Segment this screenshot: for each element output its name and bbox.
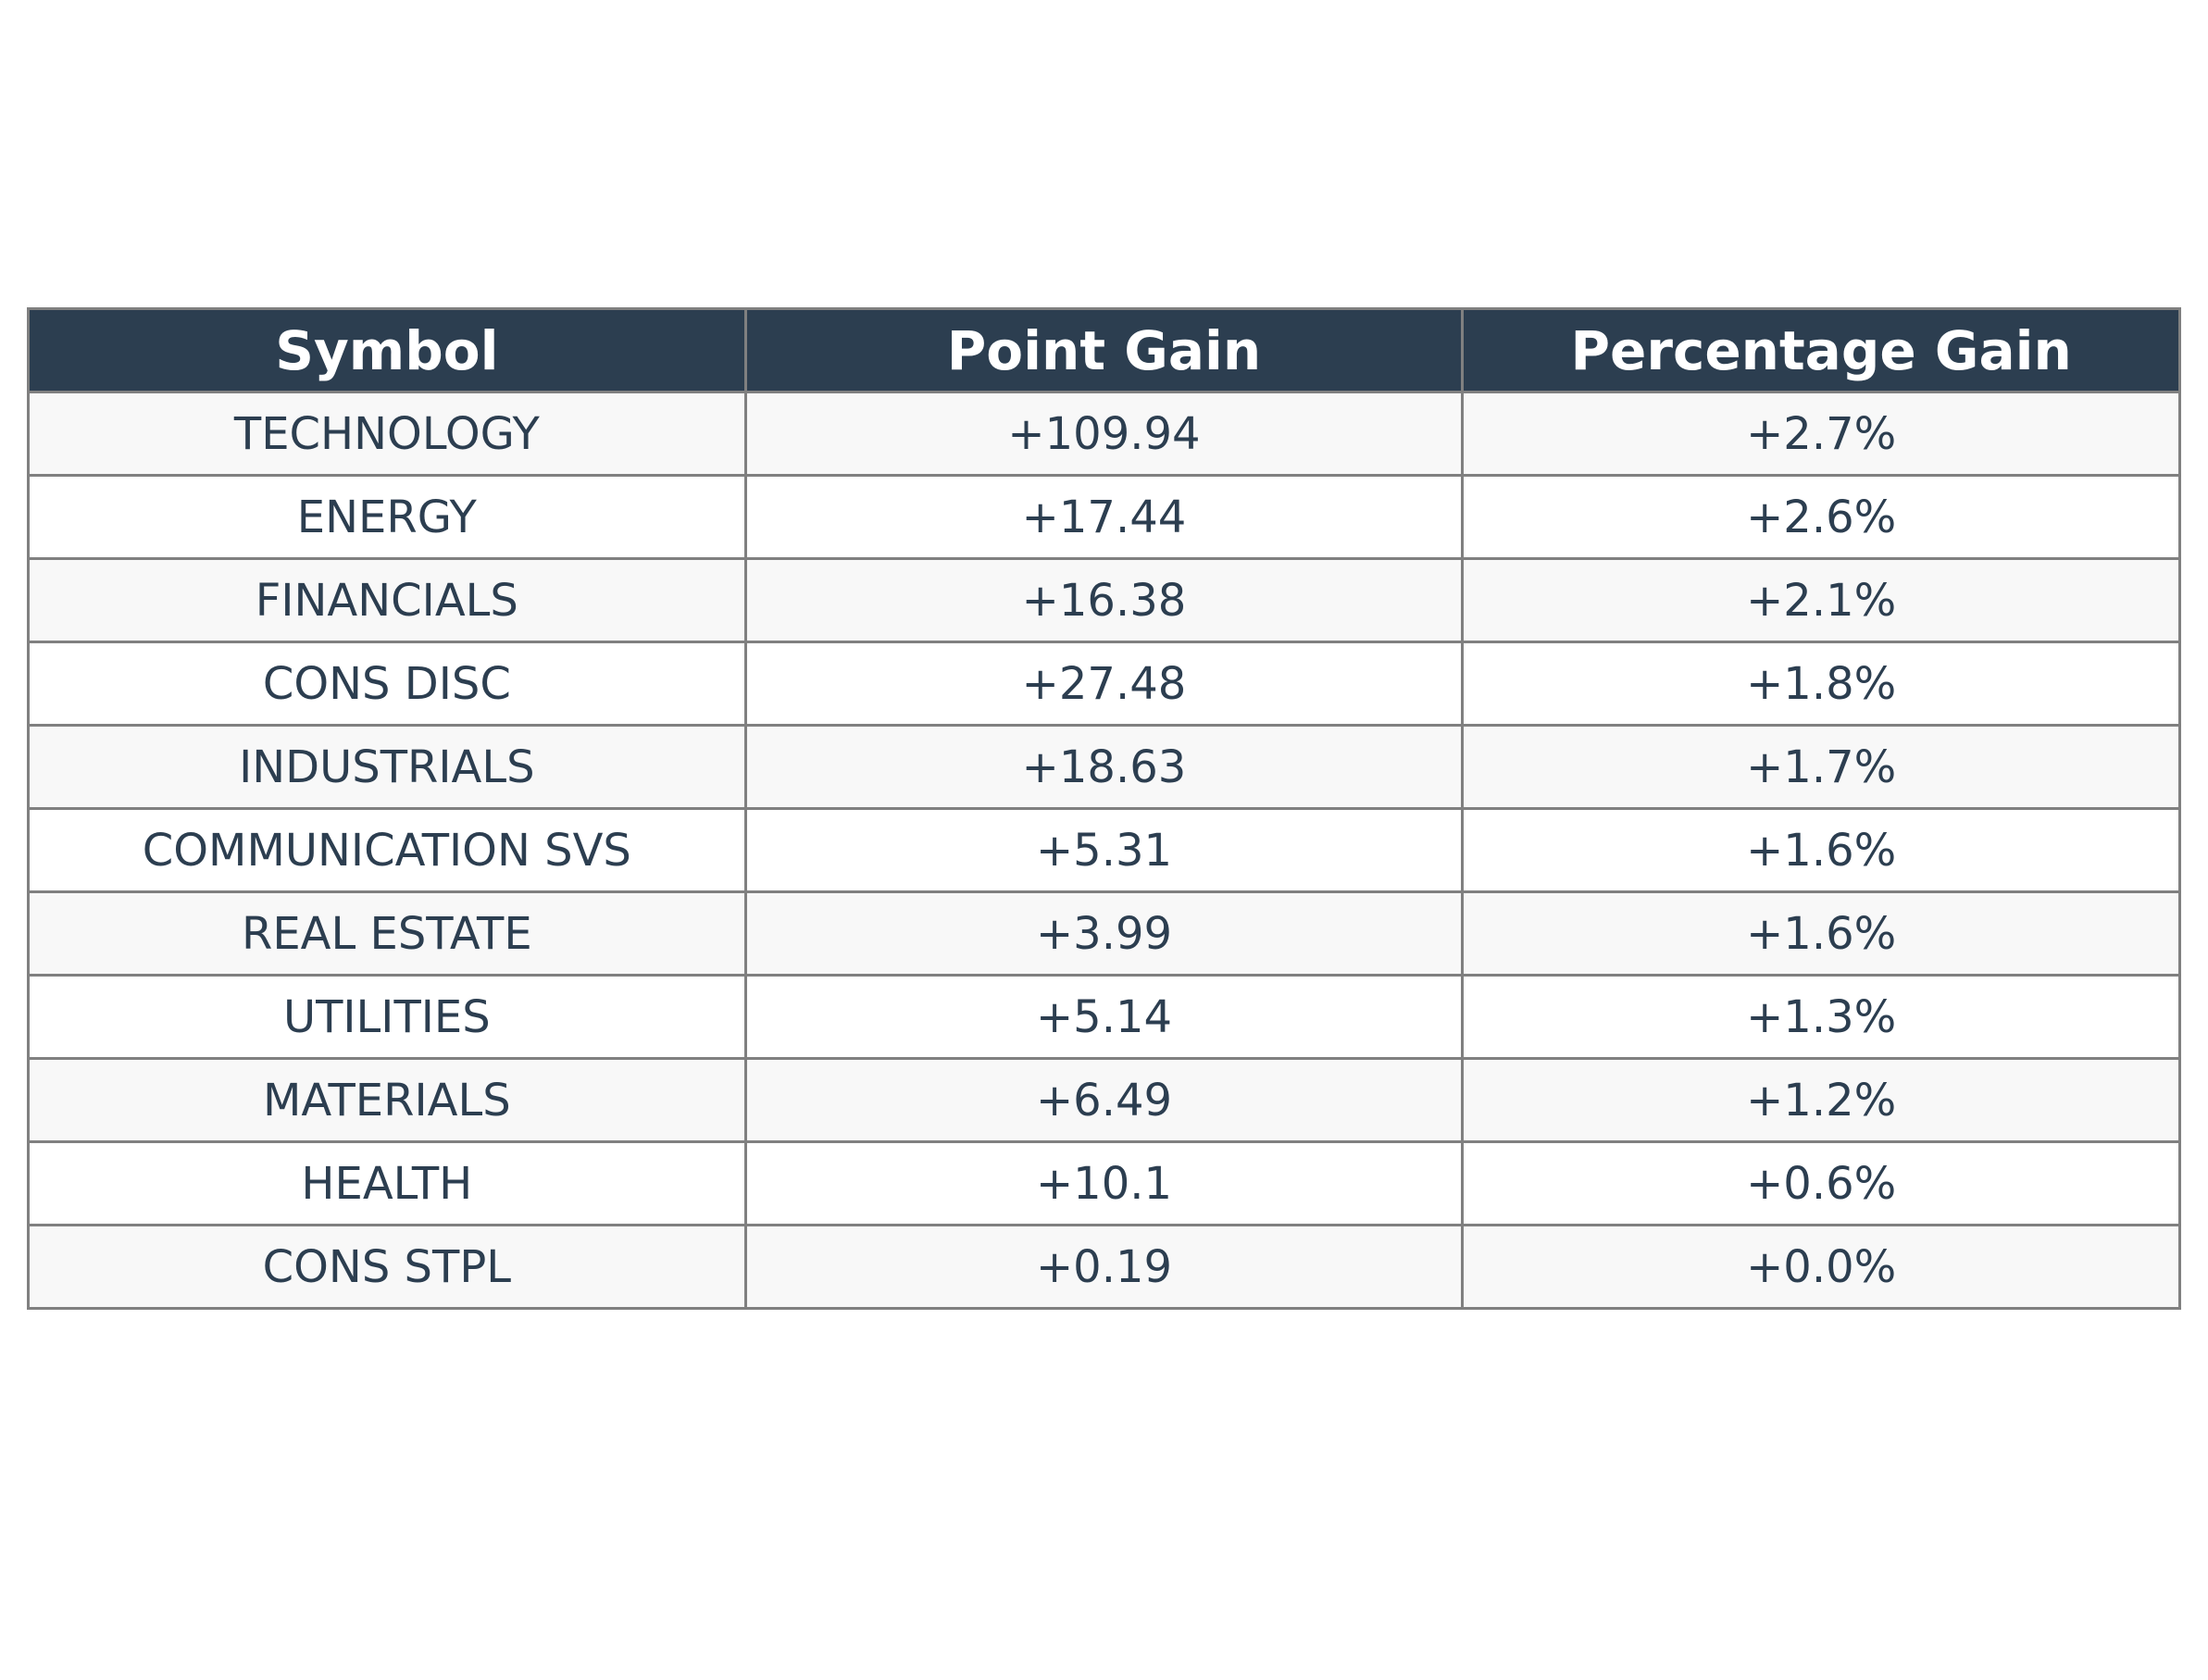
table-body: TECHNOLOGY +109.94 +2.7% ENERGY +17.44 +2.6% F… bbox=[27, 391, 2181, 1310]
cell-point-gain: +5.14 bbox=[743, 974, 1465, 1060]
cell-point-gain: +10.1 bbox=[743, 1140, 1465, 1226]
cell-percentage-gain: +2.6% bbox=[1461, 474, 2181, 560]
cell-point-gain: +3.99 bbox=[743, 890, 1465, 977]
cell-percentage-gain: +1.2% bbox=[1461, 1057, 2181, 1143]
cell-percentage-gain: +2.7% bbox=[1461, 391, 2181, 477]
header-symbol: Symbol bbox=[27, 307, 747, 393]
cell-percentage-gain: +1.3% bbox=[1461, 974, 2181, 1060]
cell-symbol: CONS STPL bbox=[27, 1224, 747, 1310]
cell-symbol: REAL ESTATE bbox=[27, 890, 747, 977]
cell-symbol: ENERGY bbox=[27, 474, 747, 560]
cell-symbol: CONS DISC bbox=[27, 641, 747, 727]
cell-symbol: HEALTH bbox=[27, 1140, 747, 1226]
cell-percentage-gain: +1.6% bbox=[1461, 807, 2181, 893]
table-row: TECHNOLOGY +109.94 +2.7% bbox=[27, 391, 2181, 477]
table-header: Symbol Point Gain Percentage Gain bbox=[27, 307, 2181, 393]
cell-percentage-gain: +0.6% bbox=[1461, 1140, 2181, 1226]
cell-point-gain: +5.31 bbox=[743, 807, 1465, 893]
table-row: UTILITIES +5.14 +1.3% bbox=[27, 974, 2181, 1060]
table-row: FINANCIALS +16.38 +2.1% bbox=[27, 557, 2181, 643]
cell-point-gain: +6.49 bbox=[743, 1057, 1465, 1143]
cell-point-gain: +17.44 bbox=[743, 474, 1465, 560]
cell-point-gain: +16.38 bbox=[743, 557, 1465, 643]
cell-percentage-gain: +2.1% bbox=[1461, 557, 2181, 643]
cell-symbol: INDUSTRIALS bbox=[27, 724, 747, 810]
table-row: MATERIALS +6.49 +1.2% bbox=[27, 1057, 2181, 1143]
header-percentage-gain: Percentage Gain bbox=[1461, 307, 2181, 393]
table-row: INDUSTRIALS +18.63 +1.7% bbox=[27, 724, 2181, 810]
table-row: REAL ESTATE +3.99 +1.6% bbox=[27, 890, 2181, 977]
table-row: COMMUNICATION SVS +5.31 +1.6% bbox=[27, 807, 2181, 893]
cell-percentage-gain: +1.7% bbox=[1461, 724, 2181, 810]
cell-symbol: TECHNOLOGY bbox=[27, 391, 747, 477]
cell-point-gain: +27.48 bbox=[743, 641, 1465, 727]
header-row: Symbol Point Gain Percentage Gain bbox=[27, 307, 2181, 393]
cell-percentage-gain: +1.6% bbox=[1461, 890, 2181, 977]
table-row: CONS STPL +0.19 +0.0% bbox=[27, 1224, 2181, 1310]
cell-point-gain: +0.19 bbox=[743, 1224, 1465, 1310]
cell-point-gain: +109.94 bbox=[743, 391, 1465, 477]
cell-symbol: COMMUNICATION SVS bbox=[27, 807, 747, 893]
sector-gains-table: Symbol Point Gain Percentage Gain TECHNO… bbox=[27, 307, 2181, 1310]
cell-symbol: UTILITIES bbox=[27, 974, 747, 1060]
table-row: ENERGY +17.44 +2.6% bbox=[27, 474, 2181, 560]
cell-point-gain: +18.63 bbox=[743, 724, 1465, 810]
table-row: CONS DISC +27.48 +1.8% bbox=[27, 641, 2181, 727]
cell-percentage-gain: +1.8% bbox=[1461, 641, 2181, 727]
cell-symbol: FINANCIALS bbox=[27, 557, 747, 643]
cell-percentage-gain: +0.0% bbox=[1461, 1224, 2181, 1310]
table-row: HEALTH +10.1 +0.6% bbox=[27, 1140, 2181, 1226]
header-point-gain: Point Gain bbox=[743, 307, 1465, 393]
cell-symbol: MATERIALS bbox=[27, 1057, 747, 1143]
